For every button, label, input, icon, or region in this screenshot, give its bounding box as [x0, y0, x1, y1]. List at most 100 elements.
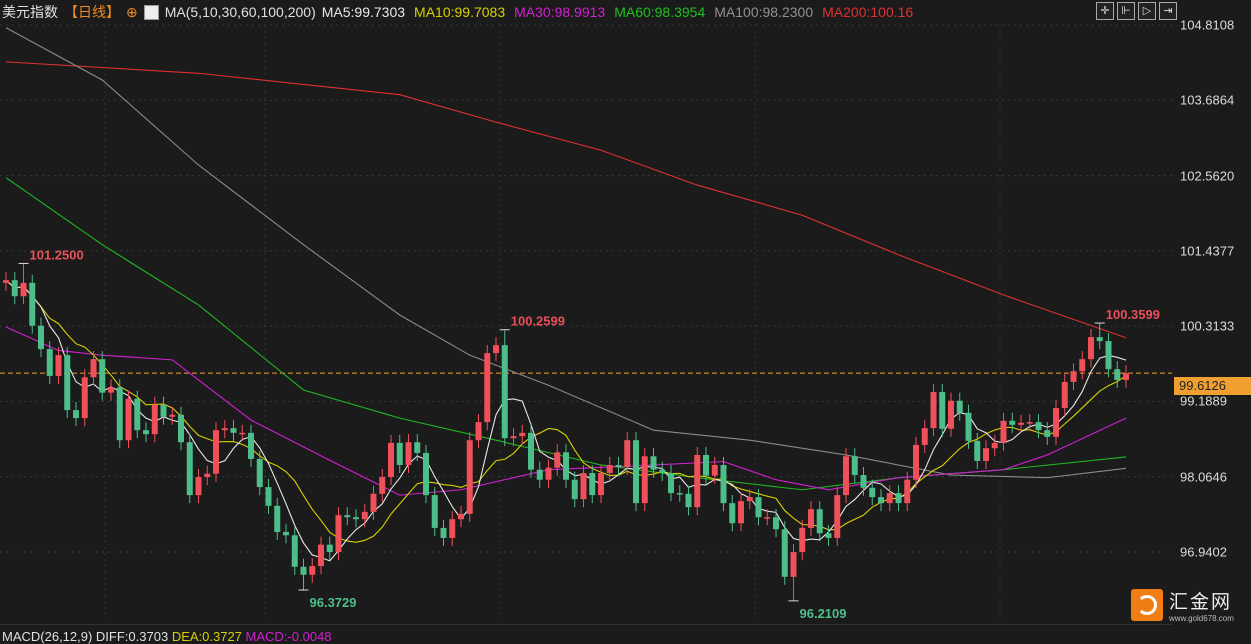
current-price-label: 99.6126: [1174, 377, 1251, 395]
candle-body: [685, 493, 692, 508]
candle-body: [283, 531, 289, 536]
candle-body: [1035, 422, 1042, 431]
candle-body: [746, 497, 753, 502]
candle-body: [869, 487, 876, 498]
candle-body: [379, 477, 386, 494]
candle-body: [580, 473, 587, 500]
ma-line-ma100: [5, 27, 1127, 479]
candle-body: [860, 475, 867, 488]
play-icon[interactable]: ▷: [1138, 2, 1156, 20]
candle-body: [983, 448, 989, 461]
add-indicator-icon[interactable]: ⊕: [126, 3, 138, 20]
candle-body: [81, 377, 88, 419]
candle-body: [650, 456, 657, 470]
candle-body: [1114, 369, 1121, 380]
candle-body: [414, 442, 421, 453]
candle-body: [799, 527, 806, 553]
candle-body: [116, 387, 123, 441]
y-tick-label: 100.3133: [1180, 318, 1235, 334]
candle-body: [554, 452, 561, 468]
candle-body: [361, 511, 368, 520]
candle-body: [825, 533, 832, 538]
candle-body: [1009, 420, 1016, 425]
candle-body: [265, 487, 272, 506]
ma-values: MA5:99.7303 MA10:99.7083 MA30:98.9913 MA60:…: [322, 4, 913, 20]
candle-body: [178, 414, 184, 443]
candle-body: [300, 566, 307, 575]
candle-body: [423, 452, 429, 496]
candle-body: [703, 454, 709, 476]
y-tick-label: 104.8108: [1180, 17, 1235, 33]
candle-body: [143, 430, 149, 435]
candle-body: [536, 469, 543, 480]
candle-body: [668, 473, 674, 494]
ma-line-ma60: [5, 177, 1127, 491]
candle-body: [878, 497, 884, 504]
candle-body: [843, 456, 849, 496]
candle-body: [939, 391, 946, 429]
candle-body: [1026, 422, 1033, 424]
candle-body: [248, 432, 254, 459]
candle-body: [458, 513, 464, 520]
candle-body: [886, 493, 893, 504]
price-chart[interactable]: 101.2500 100.2599 100.3599 96.3729 96.2109: [0, 0, 1172, 625]
candle-body: [563, 452, 569, 480]
candle-body: [808, 509, 814, 528]
crosshair-icon[interactable]: ✛: [1096, 2, 1114, 20]
macd-diff: MACD(26,12,9) DIFF:0.3703: [2, 629, 169, 644]
candle-body: [466, 440, 473, 514]
candle-body: [1000, 420, 1007, 443]
candle-body: [816, 509, 823, 534]
candle-body: [169, 414, 176, 417]
chart-toolbar: ✛ ⊩ ▷ ⇥: [1096, 2, 1177, 20]
ma-value-5: MA200:100.16: [822, 4, 914, 20]
candle-body: [475, 422, 482, 441]
candle-body: [764, 517, 771, 519]
ma-indicator-icon[interactable]: [143, 4, 159, 20]
candle-body: [720, 464, 727, 504]
candle-body: [256, 458, 263, 488]
candle-body: [239, 432, 246, 435]
candle-body: [1088, 337, 1094, 360]
candle-body: [606, 464, 613, 474]
candle-body: [99, 359, 106, 393]
candle-body: [274, 505, 281, 532]
candle-body: [738, 501, 744, 524]
candle-body: [484, 353, 491, 423]
candle-body: [1096, 337, 1103, 342]
candle-body: [851, 456, 858, 476]
ma-value-3: MA60:98.3954: [614, 4, 706, 20]
candle-body: [694, 454, 701, 508]
candle-body: [344, 515, 351, 518]
logo-url: www.gold678.com: [1169, 614, 1234, 623]
candle-body: [510, 436, 517, 439]
candle-body: [1044, 430, 1051, 437]
candle-body: [545, 467, 552, 480]
ma-label[interactable]: MA(5,10,30,60,100,200): [164, 4, 316, 20]
candle-body: [3, 280, 9, 283]
instrument-title[interactable]: 美元指数: [2, 4, 58, 20]
candle-body: [913, 444, 919, 480]
candle-body: [641, 456, 648, 504]
candle-body: [186, 442, 193, 496]
extreme-label: 96.2109: [800, 606, 847, 621]
candle-body: [598, 473, 604, 496]
candle-body: [711, 464, 718, 476]
candle-body: [195, 477, 202, 496]
exit-icon[interactable]: ⇥: [1159, 2, 1177, 20]
candle-body: [991, 442, 998, 449]
candle-body: [1105, 341, 1112, 370]
candle-body: [1018, 422, 1024, 425]
candle-body: [11, 280, 18, 297]
ma-value-2: MA30:98.9913: [514, 4, 606, 20]
candle-body: [108, 387, 114, 393]
candle-body: [335, 515, 342, 553]
zoom-in-icon[interactable]: ⊩: [1117, 2, 1135, 20]
candle-body: [974, 440, 981, 461]
candle-body: [151, 404, 158, 435]
period-selector[interactable]: 【日线】: [64, 4, 120, 20]
logo-name: 汇金网: [1169, 592, 1233, 613]
candle-body: [29, 282, 36, 326]
logo: 汇金网 www.gold678.com: [1131, 587, 1234, 623]
y-tick-label: 98.0646: [1180, 469, 1227, 485]
